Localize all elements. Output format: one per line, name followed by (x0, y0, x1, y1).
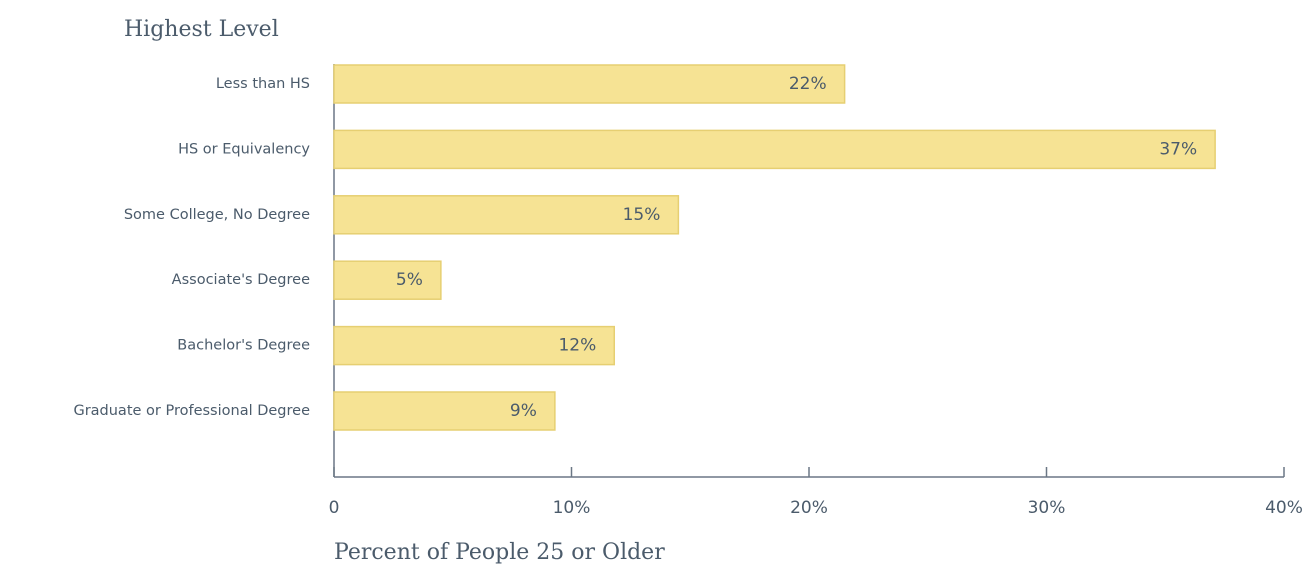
x-tick-label: 30% (1028, 498, 1066, 518)
bar (333, 195, 680, 235)
y-tick-label: Less than HS (216, 76, 310, 92)
x-tick-label: 40% (1265, 498, 1303, 518)
bar (333, 391, 556, 431)
y-tick-label: Graduate or Professional Degree (73, 403, 310, 419)
bar (333, 260, 442, 300)
y-tick-label: Bachelor's Degree (177, 338, 310, 354)
bar (333, 129, 1216, 170)
x-tick-label: 10% (553, 498, 591, 518)
value-label: 12% (558, 336, 596, 356)
value-label: 5% (396, 270, 423, 290)
x-tick-label: 20% (790, 498, 828, 518)
y-tick-label: HS or Equivalency (178, 141, 310, 157)
value-label: 9% (510, 401, 537, 421)
bar (333, 325, 615, 366)
value-label: 37% (1159, 139, 1197, 159)
value-label: 22% (789, 74, 827, 94)
x-tick-label: 0 (329, 498, 340, 518)
y-tick-label: Associate's Degree (172, 272, 310, 288)
bar (333, 64, 846, 104)
y-tick-label: Some College, No Degree (124, 207, 310, 223)
chart-title: Highest Level (124, 17, 279, 42)
value-label: 15% (623, 205, 661, 225)
x-axis-label: Percent of People 25 or Older (334, 540, 665, 565)
